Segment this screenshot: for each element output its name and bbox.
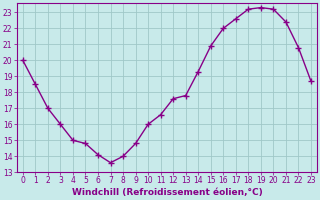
X-axis label: Windchill (Refroidissement éolien,°C): Windchill (Refroidissement éolien,°C) <box>72 188 262 197</box>
